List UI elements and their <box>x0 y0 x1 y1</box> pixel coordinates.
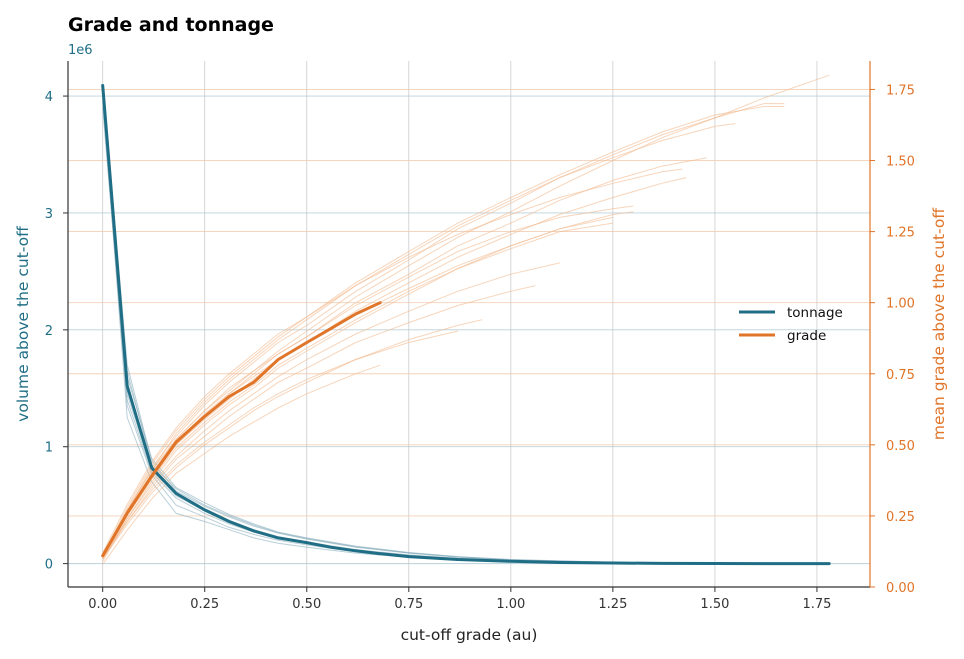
grade-realization-line <box>102 222 613 559</box>
x-tick-label: 1.00 <box>496 597 525 612</box>
tonnage-realization-line <box>102 101 830 565</box>
x-tick-label: 0.50 <box>292 597 321 612</box>
left-ticks: 0 1 2 3 4 <box>45 90 68 573</box>
right-tick-label: 0.50 <box>886 439 915 454</box>
x-tick-label: 0.25 <box>190 597 219 612</box>
left-tick-label: 0 <box>45 558 53 573</box>
grade-realization-line <box>102 364 381 565</box>
grade-realization-line <box>102 262 560 559</box>
x-tick-label: 1.50 <box>700 597 729 612</box>
tonnage-realization-line <box>102 93 830 565</box>
right-tick-label: 0.00 <box>886 581 915 596</box>
main-series <box>101 84 831 566</box>
right-tick-label: 0.25 <box>886 510 915 525</box>
grade-realization-line <box>102 285 536 559</box>
grade-realization-line <box>102 74 830 559</box>
left-tick-label: 4 <box>45 90 53 105</box>
grade-line <box>101 301 382 558</box>
right-tick-label: 1.50 <box>886 155 915 170</box>
grade-realization-line <box>102 319 483 559</box>
right-axis-label: mean grade above the cut-off <box>930 208 948 441</box>
right-gridlines <box>68 88 870 588</box>
chart-title: Grade and tonnage <box>68 14 274 36</box>
tonnage-realization-line <box>102 90 830 565</box>
tonnage-realization-line <box>102 107 830 565</box>
grade-realization-line <box>102 106 785 556</box>
right-tick-label: 1.75 <box>886 83 915 98</box>
grade-realization-line <box>102 330 458 556</box>
grade-realization-line <box>102 205 634 556</box>
x-tick-label: 1.75 <box>802 597 831 612</box>
right-tick-label: 1.00 <box>886 297 915 312</box>
vertical-gridlines <box>102 61 818 587</box>
x-ticks: 0.00 0.25 0.50 0.75 1.00 1.25 1.50 1.75 <box>88 587 831 612</box>
grade-realization-line <box>102 123 736 559</box>
legend-label-grade: grade <box>787 328 826 344</box>
grade-realizations <box>102 74 830 565</box>
x-tick-label: 0.00 <box>88 597 117 612</box>
legend: tonnage grade <box>739 305 843 344</box>
grade-realization-line <box>102 103 785 559</box>
right-ticks: 0.00 0.25 0.50 0.75 1.00 1.25 1.50 1.75 <box>870 83 915 596</box>
left-axis-label: volume above the cut-off <box>14 226 32 422</box>
x-tick-label: 1.25 <box>598 597 627 612</box>
x-axis-label: cut-off grade (au) <box>401 626 538 644</box>
tonnage-line <box>101 84 831 566</box>
left-axis-multiplier: 1e6 <box>68 43 93 58</box>
right-tick-label: 1.25 <box>886 226 915 241</box>
left-tick-label: 3 <box>45 207 53 222</box>
left-tick-label: 1 <box>45 441 53 456</box>
tonnage-realization-line <box>102 86 830 565</box>
legend-label-tonnage: tonnage <box>787 305 843 321</box>
right-tick-label: 0.75 <box>886 368 915 383</box>
left-tick-label: 2 <box>45 324 53 339</box>
grade-realization-line <box>102 168 683 554</box>
x-tick-label: 0.75 <box>394 597 423 612</box>
